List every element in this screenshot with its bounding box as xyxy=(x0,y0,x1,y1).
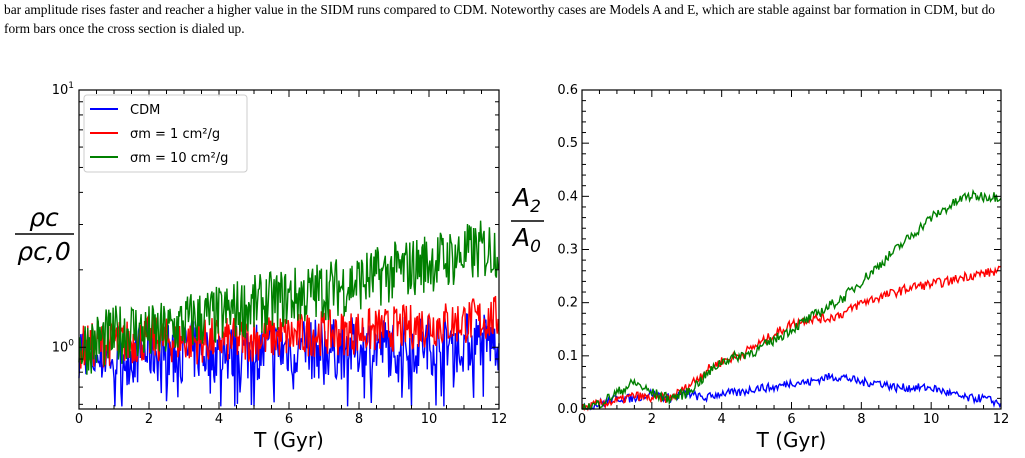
y-tick-label: 0.5 xyxy=(557,136,578,151)
series-line-2 xyxy=(582,188,1002,410)
legend-label: CDM xyxy=(130,103,160,118)
x-tick-label: 0 xyxy=(578,412,586,427)
x-tick-label: 2 xyxy=(145,412,153,427)
x-tick-label: 4 xyxy=(215,412,223,427)
x-tick-label: 10 xyxy=(421,412,438,427)
x-axis-label: T (Gyr) xyxy=(253,428,324,452)
y-tick-label: 0.1 xyxy=(557,349,578,364)
legend-label: σm = 10 cm²/g xyxy=(130,151,228,166)
label-symbol: A xyxy=(511,183,530,212)
y-axis-label-denominator: A0 xyxy=(511,223,541,257)
y-tick-label: 100 xyxy=(52,338,75,355)
x-tick-label: 2 xyxy=(648,412,656,427)
x-tick-label: 12 xyxy=(491,412,508,427)
y-tick-label: 101 xyxy=(52,81,74,98)
panel-bar-amplitude: 0 2 4 6 8 10 120.00.10.20.30.40.50.6T (Gyr)A2A… xyxy=(511,83,1009,452)
y-tick-label: 0.0 xyxy=(557,402,578,417)
label-symbol: A xyxy=(511,223,530,252)
x-tick-label: 12 xyxy=(993,412,1010,427)
series-line-1 xyxy=(581,265,1002,412)
y-tick-label: 0.6 xyxy=(557,83,578,98)
x-tick-label: 0 xyxy=(75,412,83,427)
y-tick-label: 0.4 xyxy=(557,189,578,204)
y-axis-label-denominator: ρc,0 xyxy=(17,237,70,266)
x-tick-label: 6 xyxy=(787,412,795,427)
legend-box xyxy=(83,94,248,173)
label-subscript: 0 xyxy=(530,237,541,257)
label-subscript: 2 xyxy=(530,197,541,217)
y-tick-label: 0.2 xyxy=(557,296,578,311)
x-tick-label: 8 xyxy=(857,412,865,427)
x-tick-label: 4 xyxy=(718,412,726,427)
y-axis-label-numerator: ρc xyxy=(29,203,59,232)
x-tick-label: 6 xyxy=(285,412,293,427)
figure-caption: bar amplitude rises faster and reacher a… xyxy=(4,2,996,36)
x-axis-label: T (Gyr) xyxy=(756,428,827,452)
y-axis-label-numerator: A2 xyxy=(511,183,541,217)
legend-label: σm = 1 cm²/g xyxy=(130,127,220,142)
legend: CDM σm = 1 cm²/g σm = 10 cm²/g xyxy=(83,94,248,173)
plot-frame xyxy=(581,89,1002,410)
y-tick-exponent: 1 xyxy=(68,81,74,91)
y-tick-exponent: 0 xyxy=(68,338,74,348)
x-tick-label: 10 xyxy=(923,412,940,427)
y-tick-label: 0.3 xyxy=(557,243,578,258)
x-tick-label: 8 xyxy=(355,412,363,427)
series-line-2 xyxy=(78,220,500,375)
